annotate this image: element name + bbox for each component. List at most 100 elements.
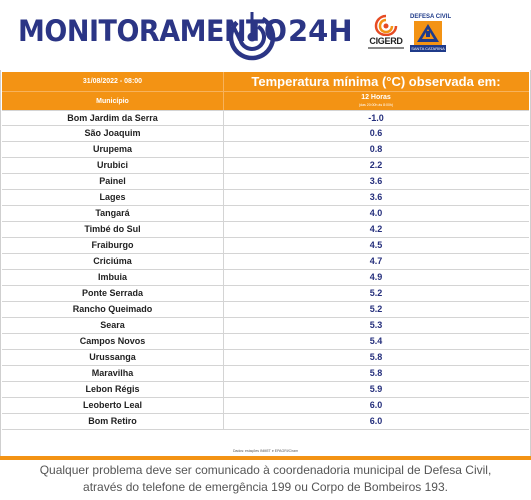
cigerd-logo: CIGERD [368,14,404,56]
temperature-cell: 4.9 [369,272,383,282]
table-row: Urubici 2.2 [2,158,529,174]
city-cell: Campos Novos [79,336,146,346]
report-datetime: 31/08/2022 - 08:00 [82,78,143,85]
table-row: Fraiburgo 4.5 [2,238,529,254]
cigerd-underline [368,47,404,49]
city-cell: Urubici [96,160,128,170]
table-header-row: 31/08/2022 - 08:00 Temperatura mínima (°… [2,72,529,91]
cell-divider [223,174,224,190]
cell-divider [223,111,224,127]
cell-divider [223,270,224,286]
table-row: Imbuia 4.9 [2,270,529,286]
cell-divider [223,414,224,430]
temperature-cell: 0.8 [369,144,383,154]
city-cell: Urupema [92,144,132,154]
city-cell: Timbé do Sul [84,224,141,234]
table-row: Urupema 0.8 [2,142,529,158]
column-header-municipio: Município [96,98,129,105]
period-detail: (das 20:00h às 8:00h) [358,103,394,107]
temperature-cell: 2.2 [369,160,383,170]
temperature-cell: 5.9 [369,384,383,394]
period-label: 12 Horas [361,94,391,101]
temperature-cell: 5.8 [369,368,383,378]
monitoring-target-icon [228,12,276,61]
cell-divider [223,222,224,238]
table-row: Bom Jardim da Serra -1.0 [2,110,529,127]
cell-divider [223,126,224,142]
column-header-period: 12 Horas (das 20:00h às 8:00h) [223,92,529,111]
cell-divider [223,318,224,334]
footer-line-2: através do telefone de emergência 199 ou… [83,480,448,494]
cell-divider [223,302,224,318]
table-row: Urussanga 5.8 [2,350,529,366]
defesa-civil-triangle-icon [414,21,442,45]
table-row: Maravilha 5.8 [2,366,529,382]
data-source-note: Dados: estações INMET e EPAGRI/Ciram [232,449,299,453]
cell-divider [223,334,224,350]
temperature-cell: 4.7 [369,256,383,266]
city-cell: Fraiburgo [91,240,134,250]
cell-divider [223,398,224,414]
city-cell: Rancho Queimado [72,304,153,314]
cell-divider [223,158,224,174]
table-body: Bom Jardim da Serra -1.0 São Joaquim 0.6 U… [2,110,529,430]
table-row: Timbé do Sul 4.2 [2,222,529,238]
table-row: Seara 5.3 [2,318,529,334]
city-cell: Seara [100,320,125,330]
temperature-cell: 3.6 [369,192,383,202]
footer-line-1: Qualquer problema deve ser comunicado à … [39,463,492,477]
header-divider [223,72,224,91]
temperature-cell: 3.6 [369,176,383,186]
temperature-cell: 5.8 [369,352,383,362]
city-cell: Maravilha [91,368,134,378]
temperature-cell: 5.4 [369,336,383,346]
footer-notice: Qualquer problema deve ser comunicado à … [0,460,531,500]
city-cell: Lebon Régis [85,384,140,394]
table-row: Painel 3.6 [2,174,529,190]
table-row: Leoberto Leal 6.0 [2,398,529,414]
table-row: Ponte Serrada 5.2 [2,286,529,302]
city-cell: Painel [99,176,126,186]
footer-accent-bar [0,456,531,460]
cell-divider [223,366,224,382]
cell-divider [223,142,224,158]
city-cell: Leoberto Leal [82,400,142,410]
table-row: Lebon Régis 5.9 [2,382,529,398]
temperature-cell: -1.0 [368,113,384,123]
cell-divider [223,190,224,206]
table-main-heading: Temperatura mínima (°C) observada em: [251,74,501,89]
table-row: Lages 3.6 [2,190,529,206]
table-row: Campos Novos 5.4 [2,334,529,350]
city-cell: São Joaquim [84,128,141,138]
temperature-table: 31/08/2022 - 08:00 Temperatura mínima (°… [2,72,529,430]
city-cell: Bom Retiro [88,416,137,426]
cell-divider [223,254,224,270]
temperature-cell: 5.2 [369,304,383,314]
defesa-civil-logo: DEFESA CIVIL SANTA CATARINA [410,14,452,52]
temperature-cell: 0.6 [369,128,383,138]
city-cell: Bom Jardim da Serra [67,113,158,123]
city-cell: Criciúma [93,256,132,266]
cigerd-label: CIGERD [369,36,403,46]
title-24h: 24H [288,14,353,48]
defesa-civil-title: DEFESA CIVIL [410,14,452,20]
cell-divider [223,206,224,222]
page-header: MONITORAMENTO 24H CIGERD DEFESA CIVIL SA… [0,0,531,70]
city-cell: Tangará [95,208,130,218]
defesa-civil-subtitle: SANTA CATARINA [410,45,446,52]
table-subheader-row: Município 12 Horas (das 20:00h às 8:00h) [2,91,529,111]
header-divider [223,92,224,111]
temperature-cell: 4.0 [369,208,383,218]
temperature-cell: 5.2 [369,288,383,298]
city-cell: Lages [99,192,126,202]
table-row: São Joaquim 0.6 [2,126,529,142]
city-cell: Urussanga [89,352,136,362]
cell-divider [223,238,224,254]
city-cell: Ponte Serrada [81,288,144,298]
temperature-cell: 4.5 [369,240,383,250]
table-row: Rancho Queimado 5.2 [2,302,529,318]
table-row: Bom Retiro 6.0 [2,414,529,430]
temperature-cell: 5.3 [369,320,383,330]
table-row: Criciúma 4.7 [2,254,529,270]
temperature-cell: 6.0 [369,400,383,410]
